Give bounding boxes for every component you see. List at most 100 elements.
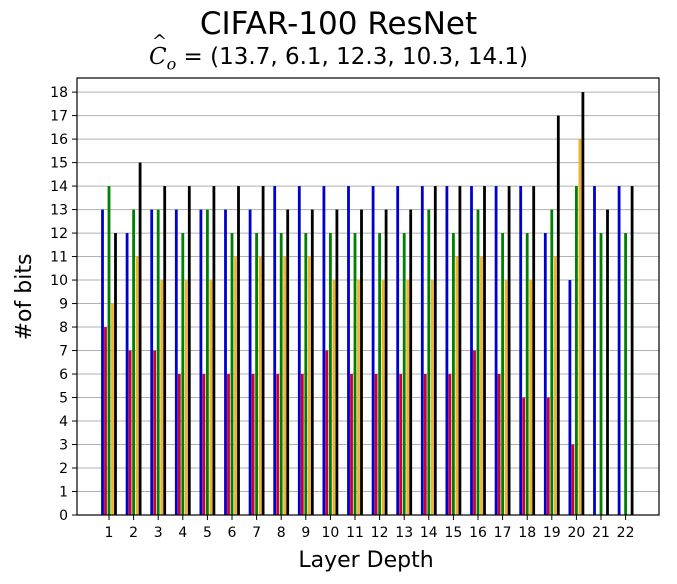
bar-series1-layer2: [125, 233, 129, 515]
x-tick-label: 4: [178, 525, 187, 541]
y-tick-label: 13: [50, 203, 68, 219]
bar-series3-layer15: [452, 233, 455, 515]
bar-series2-layer13: [399, 374, 403, 515]
bar-series4-layer3: [160, 280, 164, 515]
y-tick-label: 15: [50, 156, 68, 172]
bar-series5-layer1: [114, 233, 117, 515]
y-tick-label: 5: [59, 391, 68, 407]
bar-series5-layer5: [212, 186, 216, 516]
bar-series4-layer8: [283, 256, 287, 515]
bars-layer: [101, 92, 634, 516]
bar-series1-layer19: [543, 233, 547, 515]
bar-series3-layer6: [230, 233, 234, 515]
bar-series4-layer19: [553, 256, 557, 515]
bar-series3-layer2: [132, 209, 135, 515]
bar-series1-layer6: [224, 209, 227, 515]
bar-series4-layer15: [455, 256, 459, 515]
bar-series2-layer20: [571, 444, 575, 515]
bar-series3-layer22: [624, 233, 627, 515]
x-tick-label: 11: [346, 525, 364, 541]
y-tick-label: 6: [59, 367, 68, 383]
bar-series1-layer15: [445, 186, 449, 516]
bar-series5-layer20: [581, 92, 585, 515]
x-tick-label: 1: [105, 525, 114, 541]
y-tick-label: 7: [59, 344, 68, 360]
x-tick-label: 12: [371, 525, 389, 541]
bar-series5-layer9: [310, 209, 314, 515]
x-tick-label: 17: [494, 525, 512, 541]
bar-series5-layer2: [138, 162, 142, 516]
plot-frame: [76, 77, 660, 516]
bar-series1-layer5: [199, 209, 203, 515]
x-tick-label: 9: [301, 525, 310, 541]
bar-series4-layer13: [406, 280, 410, 515]
bar-series1-layer4: [174, 209, 178, 515]
bar-series2-layer6: [227, 374, 230, 515]
bar-series5-layer7: [261, 186, 265, 516]
bar-series5-layer15: [458, 186, 462, 516]
bar-series4-layer4: [184, 280, 188, 515]
bar-series2-layer17: [497, 374, 501, 515]
subtitle-subscript: o: [166, 54, 177, 74]
x-tick-label: 6: [228, 525, 237, 541]
x-tick-label: 20: [567, 525, 585, 541]
bar-series1-layer9: [297, 186, 301, 516]
y-tick-label: 17: [50, 109, 68, 125]
y-tick-label: 11: [50, 250, 68, 266]
y-tick-label: 8: [59, 320, 68, 336]
y-tick-label: 10: [50, 273, 68, 289]
bar-series1-layer12: [371, 186, 375, 516]
bar-series3-layer19: [550, 209, 554, 515]
y-tick-label: 1: [59, 485, 68, 501]
bar-series5-layer13: [409, 209, 413, 515]
bar-series3-layer18: [525, 233, 529, 515]
bar-series1-layer16: [470, 186, 473, 516]
chart-subtitle: ^ Co = (13.7, 6.1, 12.3, 10.3, 14.1): [0, 31, 677, 74]
bar-series3-layer21: [599, 233, 603, 515]
bar-series5-layer22: [630, 186, 634, 516]
subtitle-values: (13.7, 6.1, 12.3, 10.3, 14.1): [210, 44, 528, 70]
x-tick-label: 19: [543, 525, 561, 541]
bar-series3-layer14: [427, 209, 431, 515]
bar-series3-layer10: [329, 233, 332, 515]
bar-series3-layer7: [255, 233, 258, 515]
bar-series2-layer14: [423, 374, 427, 515]
y-tick-label: 4: [59, 414, 68, 430]
x-tick-label: 13: [395, 525, 413, 541]
bar-series1-layer11: [347, 186, 350, 516]
bar-series1-layer21: [593, 186, 596, 516]
bar-series2-layer11: [350, 374, 353, 515]
bar-series5-layer4: [187, 186, 191, 516]
bar-series5-layer11: [360, 209, 363, 515]
bar-series5-layer6: [237, 186, 240, 516]
x-ticks: 1 2 3 4 5 6 7 8 9 10 11 12 13 14 15 16 17 18 19 20 21 22: [105, 515, 635, 541]
x-tick-label: 22: [617, 525, 635, 541]
bar-series4-layer5: [209, 280, 213, 515]
bar-series4-layer12: [381, 280, 385, 515]
bar-series2-layer18: [522, 397, 526, 515]
bar-series3-layer17: [501, 233, 504, 515]
bar-series2-layer9: [300, 374, 304, 515]
subtitle-equals: =: [183, 44, 203, 70]
x-axis-label: Layer Depth: [298, 548, 433, 573]
bar-series2-layer7: [251, 374, 255, 515]
bar-series5-layer21: [606, 209, 609, 515]
grid-layer: [77, 91, 659, 516]
bar-series1-layer3: [150, 209, 154, 515]
y-tick-label: 16: [50, 132, 68, 148]
bar-series3-layer4: [181, 233, 185, 515]
x-tick-label: 14: [420, 525, 438, 541]
x-tick-label: 7: [252, 525, 261, 541]
bar-series3-layer1: [107, 186, 111, 516]
bar-series3-layer3: [156, 209, 160, 515]
bar-series1-layer8: [273, 186, 277, 516]
bar-series3-layer12: [378, 233, 381, 515]
bar-series1-layer14: [420, 186, 424, 516]
bar-series5-layer3: [163, 186, 167, 516]
bar-series4-layer17: [504, 280, 508, 515]
bar-series2-layer12: [374, 374, 378, 515]
bar-series2-layer5: [202, 374, 206, 515]
x-tick-label: 3: [154, 525, 163, 541]
